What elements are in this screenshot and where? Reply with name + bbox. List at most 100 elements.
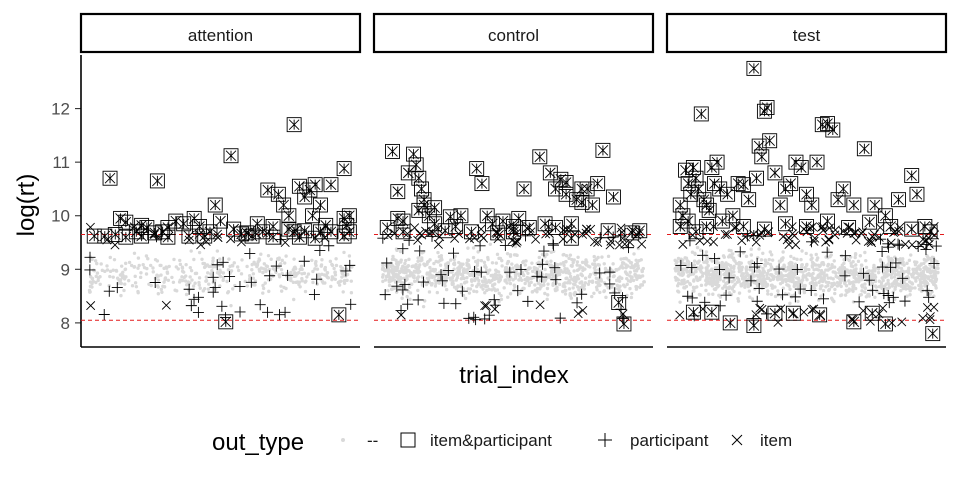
point-normal: [570, 277, 574, 281]
point-normal: [909, 253, 913, 257]
point-normal: [344, 267, 349, 271]
point-normal: [321, 281, 325, 285]
point-normal: [406, 274, 410, 278]
point-normal: [380, 267, 385, 272]
marker-square: [680, 176, 696, 192]
marker-square: [812, 307, 828, 323]
point-normal: [719, 263, 723, 268]
marker-item: [874, 232, 884, 242]
point-normal: [533, 288, 537, 292]
point-normal: [723, 284, 728, 289]
marker-participant: [791, 263, 803, 275]
marker-item: [511, 238, 521, 248]
marker-participant: [751, 295, 763, 307]
point-normal: [197, 250, 202, 255]
point-normal: [581, 268, 585, 273]
point-normal: [261, 270, 265, 275]
point-normal: [597, 278, 602, 283]
marker-asterisk: [795, 162, 807, 173]
point-normal: [704, 258, 709, 263]
marker-asterisk: [307, 210, 318, 222]
point-normal: [139, 271, 143, 275]
point-normal: [330, 277, 334, 282]
point-normal: [328, 259, 333, 264]
point-normal: [816, 256, 820, 260]
point-normal: [280, 271, 284, 276]
point-normal: [675, 260, 679, 264]
point-normal: [500, 258, 504, 263]
marker-square: [867, 197, 883, 213]
point-normal: [834, 274, 838, 279]
point-normal: [202, 265, 207, 270]
point-normal: [407, 269, 411, 273]
marker-participant: [571, 297, 583, 309]
point-normal: [739, 282, 743, 286]
marker-asterisk: [843, 222, 854, 233]
marker-square: [226, 221, 242, 237]
point-normal: [796, 299, 800, 304]
point-normal: [568, 281, 572, 285]
point-normal: [726, 270, 730, 274]
marker-participant: [753, 282, 765, 294]
point-normal: [334, 263, 339, 268]
point-normal: [592, 291, 596, 295]
point-normal: [96, 278, 100, 283]
marker-asterisk: [397, 226, 409, 238]
point-normal: [452, 267, 456, 271]
marker-asterisk: [885, 221, 896, 232]
point-normal: [701, 271, 705, 276]
point-normal: [878, 258, 883, 262]
marker-asterisk: [225, 150, 237, 162]
point-normal: [708, 281, 712, 285]
point-normal: [795, 281, 800, 286]
point-normal: [845, 290, 849, 294]
marker-asterisk: [911, 188, 923, 200]
marker-participant: [279, 306, 291, 318]
point-normal: [922, 261, 926, 266]
point-normal: [870, 281, 875, 285]
point-normal: [714, 286, 718, 291]
point-normal: [94, 280, 98, 285]
point-normal: [564, 259, 568, 264]
point-normal: [342, 281, 347, 286]
marker-square: [442, 209, 458, 225]
legend-key-point: [341, 438, 345, 442]
point-normal: [452, 285, 457, 289]
point-normal: [90, 285, 94, 289]
marker-participant: [912, 241, 924, 253]
point-normal: [598, 290, 602, 295]
point-normal: [540, 252, 545, 257]
strip-box: [79, 12, 362, 54]
marker-item: [857, 229, 867, 239]
marker-participant: [323, 240, 335, 252]
point-normal: [294, 271, 299, 276]
marker-participant: [789, 291, 801, 303]
marker-square: [276, 197, 292, 213]
marker-item: [606, 236, 616, 246]
series-item-participant: [672, 60, 941, 342]
marker-participant: [188, 293, 200, 305]
marker-square: [521, 220, 537, 235]
point-normal: [630, 275, 634, 279]
marker-participant: [98, 308, 110, 320]
point-normal: [497, 291, 501, 296]
point-normal: [634, 274, 638, 279]
marker-square: [680, 213, 696, 229]
point-normal: [735, 280, 740, 284]
marker-asterisk: [344, 226, 355, 238]
point-normal: [258, 269, 262, 273]
marker-participant: [475, 266, 487, 278]
point-normal: [676, 278, 681, 282]
point-normal: [529, 276, 534, 281]
point-normal: [590, 279, 595, 283]
point-normal: [784, 269, 788, 273]
point-normal: [683, 286, 687, 290]
point-normal: [543, 291, 547, 296]
marker-participant: [921, 285, 933, 297]
point-normal: [138, 275, 143, 280]
point-normal: [108, 269, 113, 274]
point-normal: [733, 282, 737, 286]
point-normal: [602, 262, 606, 266]
point-normal: [673, 275, 678, 280]
point-normal: [292, 265, 297, 270]
